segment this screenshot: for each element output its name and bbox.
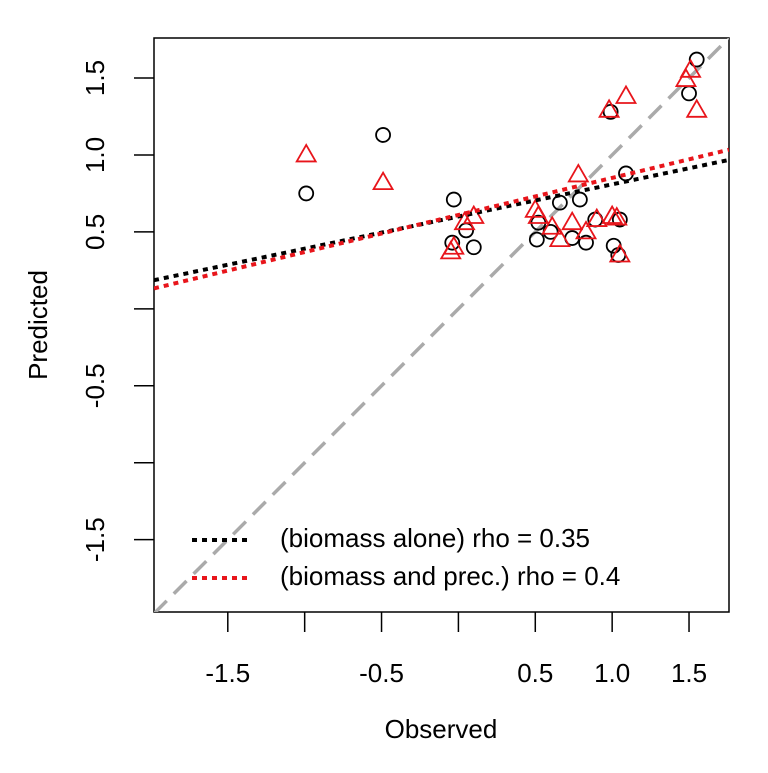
triangle-point [605, 206, 628, 226]
y-tick-label: 1.0 [80, 137, 110, 173]
reference-line [154, 38, 729, 612]
triangle-point [561, 210, 584, 231]
circle-point [444, 234, 461, 251]
legend-label: (biomass and prec.) rho = 0.4 [280, 561, 620, 591]
triangle-point [453, 210, 476, 231]
plot-area [154, 38, 729, 612]
x-tick-label: -0.5 [359, 658, 404, 688]
triangle-point [442, 235, 465, 255]
x-axis-label: Observed [385, 714, 498, 744]
circle-point [375, 127, 391, 143]
triangle-point [679, 58, 702, 78]
triangle-point [614, 84, 638, 104]
x-tick-label: 1.0 [594, 658, 630, 688]
circle-point [528, 231, 545, 248]
y-tick-label: -0.5 [80, 363, 110, 408]
y-tick-label: 0.5 [80, 214, 110, 250]
triangle-point [548, 227, 571, 247]
triangle-point [585, 207, 608, 227]
x-tick-label: 0.5 [517, 658, 553, 688]
y-tick-label: -1.5 [80, 517, 110, 562]
triangle-point [567, 163, 590, 183]
triangle-point [527, 204, 550, 224]
fit-line [154, 157, 729, 283]
triangle-point [372, 170, 395, 191]
fit-line [154, 147, 729, 291]
triangle-point [608, 243, 631, 263]
triangle-point [601, 204, 624, 224]
triangle-point [295, 143, 318, 163]
triangle-point [541, 215, 564, 235]
x-tick-label: -1.5 [205, 658, 250, 688]
circle-point [578, 234, 594, 251]
y-tick-label: 1.5 [80, 60, 110, 96]
circle-point [298, 185, 315, 202]
circle-point [465, 239, 482, 256]
circle-point [602, 103, 619, 120]
circle-point [688, 51, 705, 68]
triangle-point [574, 220, 598, 240]
legend-label: (biomass alone) rho = 0.35 [280, 523, 590, 553]
x-tick-label: 1.5 [671, 658, 707, 688]
circle-point [681, 85, 697, 102]
triangle-point [685, 98, 708, 118]
circle-point [445, 191, 462, 208]
triangle-point [598, 98, 621, 118]
plot-frame [153, 37, 730, 613]
triangle-point [674, 67, 698, 87]
circle-point [571, 191, 588, 208]
y-axis-label: Predicted [23, 270, 53, 380]
